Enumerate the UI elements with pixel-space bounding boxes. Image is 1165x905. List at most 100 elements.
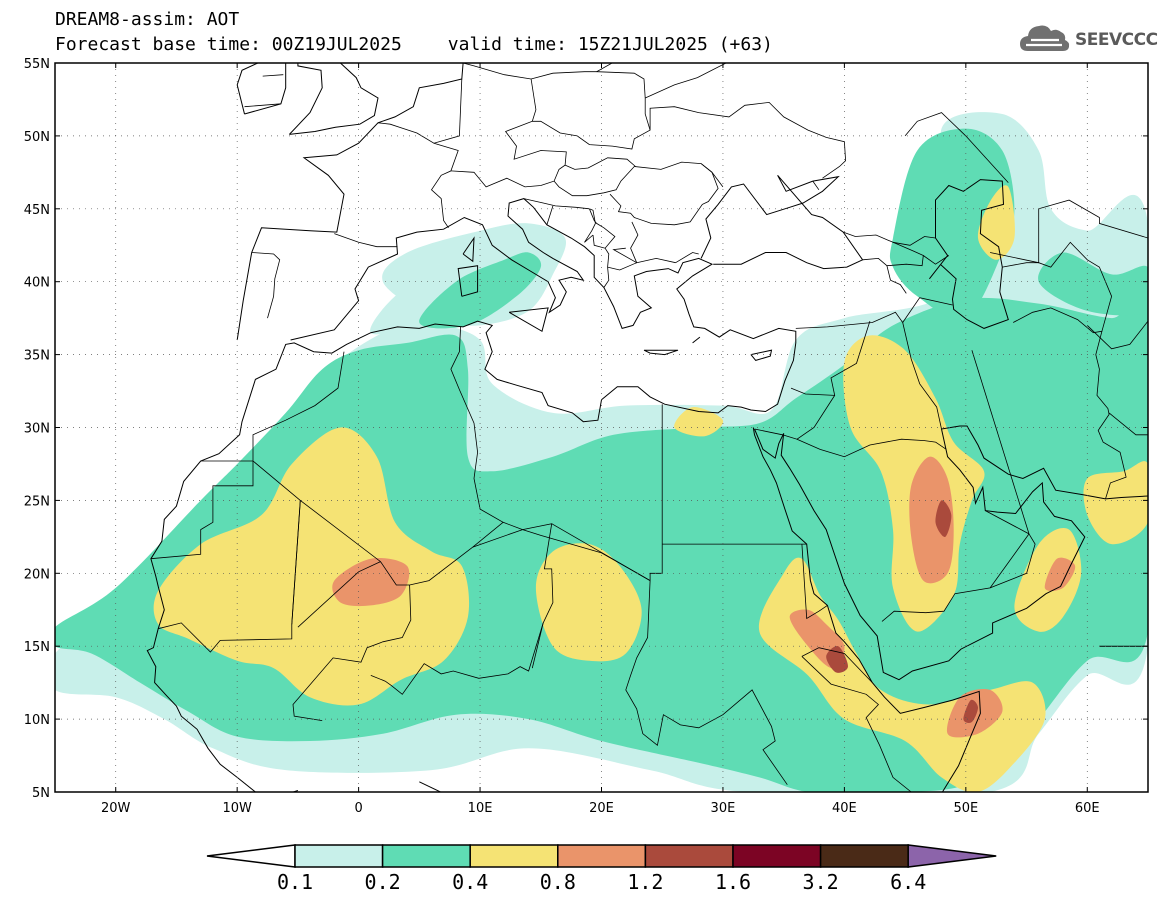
country-border: [564, 157, 636, 170]
lat-tick-label: 45N: [24, 203, 50, 218]
country-border: [801, 656, 920, 792]
coastline: [643, 349, 679, 356]
country-border: [675, 252, 699, 264]
colorbar-level-label: 0.4: [452, 870, 488, 894]
country-border: [989, 533, 1036, 589]
colorbar-box: [381, 844, 471, 868]
country-border: [530, 78, 537, 122]
lon-tick-label: 30E: [711, 801, 736, 816]
colorbar-level-label: 6.4: [890, 870, 926, 894]
country-border: [370, 523, 554, 695]
colorbar-level-label: 0.1: [277, 870, 313, 894]
country-border: [377, 78, 463, 144]
map-title: DREAM8-assim: AOT: [55, 9, 240, 30]
country-border: [603, 247, 610, 288]
coastline: [146, 198, 797, 792]
aot-contour-level-2: [535, 543, 642, 662]
country-border: [551, 523, 651, 581]
lon-tick-label: 60E: [1075, 801, 1100, 816]
aot-field-layer: [55, 112, 1148, 792]
country-border: [334, 233, 398, 248]
lat-tick-label: 50N: [24, 130, 50, 145]
coastline: [692, 336, 701, 344]
coastline: [508, 307, 549, 333]
country-border: [649, 101, 847, 179]
cloud-icon: [1018, 21, 1072, 59]
country-border: [935, 441, 947, 450]
colorbar-level-label: 0.8: [540, 870, 576, 894]
country-border: [553, 161, 719, 226]
forecast-times: Forecast base time: 00Z19JUL2025 valid ti…: [55, 35, 773, 55]
aot-contour-level-2: [674, 406, 724, 437]
coastline: [700, 174, 864, 270]
country-border: [450, 71, 651, 188]
lon-tick-label: 20W: [101, 801, 131, 816]
country-border: [244, 103, 281, 108]
lat-tick-label: 25N: [24, 494, 50, 509]
country-border: [796, 438, 936, 458]
country-border: [985, 510, 1030, 535]
seevccc-logo: SEEVCCC: [1018, 22, 1158, 58]
colorbar: 0.1 0.2 0.4 0.8 1.2 1.6 3.2 6.4: [206, 844, 997, 894]
aot-contour-level-2: [1083, 461, 1148, 545]
country-border: [754, 428, 783, 436]
country-border: [795, 311, 904, 329]
country-border: [292, 584, 412, 721]
country-border: [812, 180, 820, 191]
colorbar-level-label: 0.2: [365, 870, 401, 894]
aot-contour-level-3: [1044, 557, 1076, 592]
aot-contour-level-1: [419, 252, 542, 329]
lat-tick-label: 30N: [24, 422, 50, 437]
lat-tick-label: 15N: [24, 640, 50, 655]
coastline: [752, 427, 981, 792]
coastline: [236, 63, 287, 115]
colorbar-box: [819, 844, 909, 868]
lat-tick-label: 10N: [24, 713, 50, 728]
coastline: [754, 425, 1148, 681]
colorbar-under-triangle: [206, 844, 296, 868]
country-border: [252, 326, 504, 586]
country-border: [584, 234, 594, 243]
country-border: [990, 199, 1148, 264]
country-border: [902, 297, 953, 323]
lat-tick-label: 5N: [32, 786, 50, 801]
aot-contour-level-3: [909, 456, 954, 584]
forecast-valid-time: valid time: 15Z21JUL2025 (+63): [447, 34, 773, 55]
coastline: [750, 349, 773, 361]
country-border: [262, 74, 284, 77]
country-border: [790, 387, 835, 396]
aot-contour-level-1: [889, 128, 1015, 320]
colorbar-box: [294, 844, 384, 868]
lon-tick-label: 50E: [953, 801, 978, 816]
coastline: [419, 781, 442, 792]
coastline-layer: [146, 63, 1148, 792]
axis-ticks: 20W 10W 0 10E 20E 30E 40E 50E 60E 5N 10N 15N 20N 25N 3…: [24, 57, 1148, 816]
aot-contour-level-2: [977, 185, 1015, 260]
coastline: [289, 63, 379, 135]
country-border: [1108, 412, 1148, 436]
lat-tick-label: 40N: [24, 276, 50, 291]
lat-tick-label: 20N: [24, 567, 50, 582]
country-border: [297, 561, 381, 628]
gridlines: [55, 63, 1148, 792]
country-border: [801, 544, 828, 620]
country-border: [892, 236, 936, 246]
country-border: [902, 322, 942, 430]
colorbar-level-label: 1.6: [715, 870, 751, 894]
coastline: [236, 63, 464, 341]
coastline: [289, 63, 323, 135]
colorbar-level-label: 3.2: [803, 870, 839, 894]
country-border: [904, 112, 1009, 183]
country-border: [430, 142, 459, 229]
country-border: [1095, 331, 1127, 500]
country-border: [886, 265, 907, 294]
lon-tick-label: 10E: [468, 801, 493, 816]
country-border: [700, 163, 724, 188]
lat-tick-label: 55N: [24, 57, 50, 72]
country-border: [150, 461, 254, 560]
lon-tick-label: 20E: [589, 801, 614, 816]
coastline: [457, 265, 479, 297]
country-border: [531, 622, 544, 669]
lon-tick-label: 10W: [222, 801, 252, 816]
